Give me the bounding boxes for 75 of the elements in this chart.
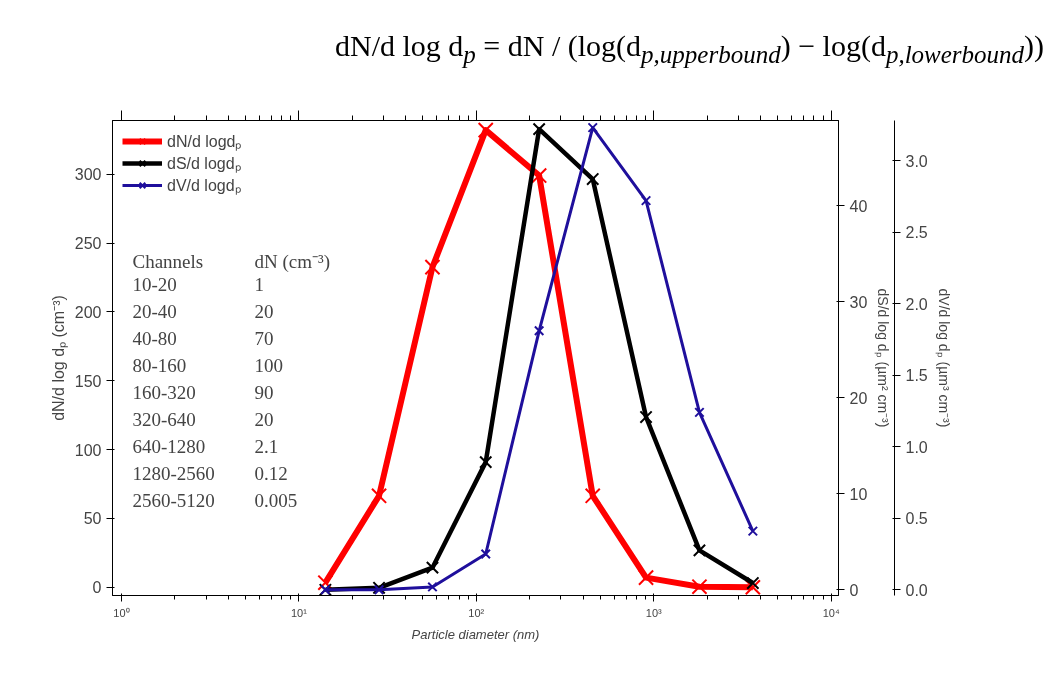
- y3-tick-label: 0.5: [905, 510, 928, 528]
- point: [533, 325, 545, 337]
- point: [370, 487, 388, 504]
- y3-tick-label: 0.0: [905, 581, 928, 599]
- point: [584, 487, 601, 504]
- point: [531, 167, 548, 184]
- y2-tick-label: 40: [849, 197, 868, 215]
- x-tick-label: 10³: [645, 606, 663, 619]
- point: [691, 578, 708, 595]
- annotation: 2.1: [254, 435, 279, 457]
- y2-tick-label: 30: [849, 293, 868, 311]
- y-tick-label: 300: [74, 166, 102, 184]
- annotation: 70: [254, 327, 274, 349]
- y3-axis-title: dV/d log dₚ (µm³ cm⁻³): [934, 288, 952, 428]
- y-tick-label: 100: [74, 441, 102, 459]
- point: [639, 410, 653, 424]
- text: dN/d log d$_{p}$ = dN / (log(d$_{p,upperbound}$) − log(d$_{p,lowerbound}$)): [334, 28, 1045, 70]
- annotation: 40-80: [132, 327, 177, 349]
- y-tick-label: 200: [74, 303, 102, 321]
- legend-label: dV/d logdₚ: [167, 176, 241, 196]
- annotation: dN (cm⁻³): [254, 250, 331, 273]
- y-axis-title: dN/d log dₚ (cm⁻³): [49, 295, 68, 421]
- point: [640, 195, 652, 206]
- point: [586, 172, 600, 186]
- annotation: 1280-2560: [132, 462, 215, 484]
- point: [694, 407, 705, 418]
- point: [532, 122, 546, 136]
- annotation: 320-640: [132, 408, 196, 430]
- annotation: 80-160: [132, 354, 187, 376]
- point: [479, 455, 493, 469]
- point: [480, 548, 491, 560]
- annotation: 160-320: [132, 381, 196, 403]
- y-tick-label: 150: [74, 372, 102, 390]
- point: [747, 525, 759, 537]
- point: [587, 122, 598, 133]
- annotation: 2560-5120: [132, 489, 215, 511]
- y3-tick-label: 1.5: [905, 367, 928, 385]
- x-tick-label: 10²: [468, 606, 485, 619]
- annotation: 0.12: [254, 462, 288, 484]
- point: [425, 561, 440, 575]
- annotation: 20: [254, 408, 274, 430]
- annotation: 1: [254, 273, 264, 295]
- annotation: 90: [254, 381, 274, 403]
- annotation: 20-40: [132, 300, 177, 322]
- x-axis-title: Particle diameter (nm): [411, 626, 540, 642]
- point: [744, 579, 761, 596]
- y3-tick-label: 3.0: [905, 152, 928, 170]
- y2-tick-label: 0: [849, 581, 859, 599]
- x-tick-label: 10⁴: [822, 606, 840, 619]
- point: [424, 259, 441, 276]
- annotation: Channels: [132, 250, 204, 272]
- annotation: 10-20: [132, 273, 177, 295]
- annotation: 20: [254, 300, 274, 322]
- y3-tick-label: 1.0: [905, 438, 928, 456]
- legend-label: dS/d logdₚ: [167, 154, 241, 174]
- y3-tick-label: 2.0: [905, 295, 928, 313]
- x-tick-label: 10⁰: [113, 606, 130, 619]
- y2-tick-label: 20: [849, 389, 868, 407]
- y3-tick-label: 2.5: [905, 224, 928, 242]
- y-tick-label: 250: [74, 235, 102, 253]
- legend-label: dN/d logdₚ: [167, 132, 242, 152]
- point: [427, 581, 438, 593]
- annotation: 0.005: [254, 489, 298, 511]
- point: [477, 122, 494, 139]
- point: [637, 569, 655, 586]
- point: [746, 576, 760, 590]
- annotation: 640-1280: [132, 435, 206, 457]
- y2-tick-label: 10: [849, 485, 868, 503]
- y2-axis-title: dS/d log dₚ (µm² cm⁻³): [874, 288, 892, 428]
- annotation: 100: [254, 354, 283, 376]
- point: [317, 574, 334, 591]
- y-tick-label: 0: [92, 579, 102, 597]
- y-tick-label: 50: [83, 510, 102, 528]
- point: [692, 543, 707, 558]
- x-tick-label: 10¹: [290, 606, 308, 619]
